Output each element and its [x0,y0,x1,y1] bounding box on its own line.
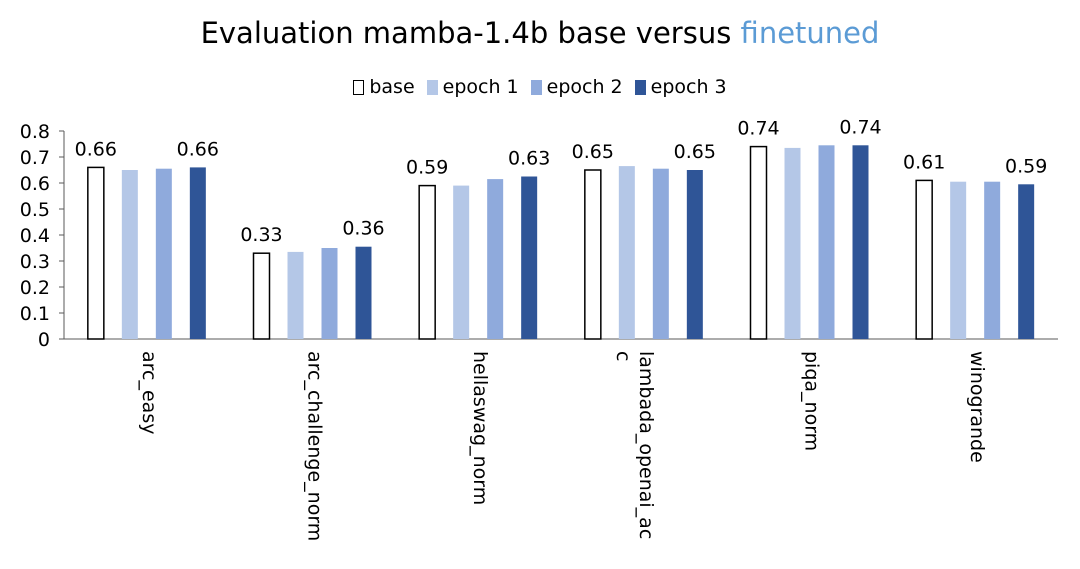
legend-item-0: base [353,76,415,98]
y-tick-label: 0.8 [20,121,50,143]
bar-base [87,166,105,340]
data-label: 0.61 [903,151,945,173]
y-tick-label: 0 [38,329,50,351]
x-tick-label: arc_challenge_norm [304,351,326,541]
y-tick-label: 0.4 [20,225,50,247]
x-tick-label-group: lambada_openai_acc [612,351,657,539]
bar-epoch-3 [189,167,206,339]
y-tick-label: 0.1 [20,303,50,325]
legend-item-2: epoch 2 [530,76,623,98]
data-label: 0.65 [674,141,716,163]
data-label: 0.66 [177,138,219,160]
bar-base [749,145,768,340]
legend-label: base [369,76,415,98]
y-tick-label: 0.6 [20,173,50,195]
data-label: 0.59 [1005,155,1047,177]
data-label: 0.65 [572,141,614,163]
bar-epoch-2 [321,248,338,339]
bar-epoch-2 [984,181,1001,339]
y-tick-label: 0.5 [20,199,50,221]
bar-epoch-1 [618,166,635,339]
bar-epoch-1 [950,181,967,339]
x-tick-label: piqa_norm [801,351,823,451]
chart-title-highlight: finetuned [740,16,880,50]
bar-epoch-1 [784,147,801,339]
bar-epoch-2 [155,168,172,339]
bar-base [584,169,602,340]
data-label: 0.66 [75,138,117,160]
bar-base [418,184,436,340]
data-label: 0.59 [406,157,448,179]
legend-swatch [426,79,438,95]
legend-label: epoch 1 [442,76,519,98]
bar-epoch-2 [487,179,504,339]
legend-label: epoch 2 [546,76,623,98]
legend-swatch [353,79,365,95]
y-tick-label: 0.2 [20,277,50,299]
x-tick-label: winogrande [966,351,988,463]
x-tick-label-group: arc_easy [138,351,160,434]
bar-base [252,252,271,340]
bar-epoch-1 [453,185,470,339]
bar-epoch-3 [521,176,538,339]
data-label: 0.74 [839,116,881,138]
x-tick-label: lambada_openai_acc [612,351,657,539]
y-tick-label: 0.3 [20,251,50,273]
x-tick-label-group: arc_challenge_norm [304,351,326,541]
bar-epoch-1 [121,170,138,339]
chart-legend: base epoch 1 epoch 2 epoch 3 [0,76,1080,98]
data-label: 0.36 [342,218,384,240]
x-tick-label-group: piqa_norm [801,351,823,451]
bar-epoch-3 [852,145,869,339]
bar-epoch-1 [287,251,304,339]
legend-swatch [634,79,646,95]
legend-label: epoch 3 [650,76,727,98]
chart-title: Evaluation mamba-1.4b base versus finetu… [0,16,1080,50]
data-label: 0.74 [737,118,779,140]
y-tick-label: 0.7 [20,147,50,169]
data-label: 0.33 [240,224,282,246]
x-tick-label: hellaswag_norm [469,351,491,505]
bar-base [915,179,933,340]
legend-item-1: epoch 1 [426,76,519,98]
bar-epoch-3 [355,246,372,339]
bar-epoch-2 [652,168,669,339]
bar-epoch-2 [818,145,835,339]
chart-title-main: Evaluation mamba-1.4b base versus [200,16,741,50]
x-tick-label-group: winogrande [966,351,988,463]
x-tick-label-group: hellaswag_norm [469,351,491,505]
bar-epoch-3 [686,170,703,339]
bar-epoch-3 [1018,184,1035,339]
data-label: 0.63 [508,148,550,170]
legend-swatch [530,79,542,95]
x-tick-label: arc_easy [138,351,160,434]
legend-item-3: epoch 3 [634,76,727,98]
